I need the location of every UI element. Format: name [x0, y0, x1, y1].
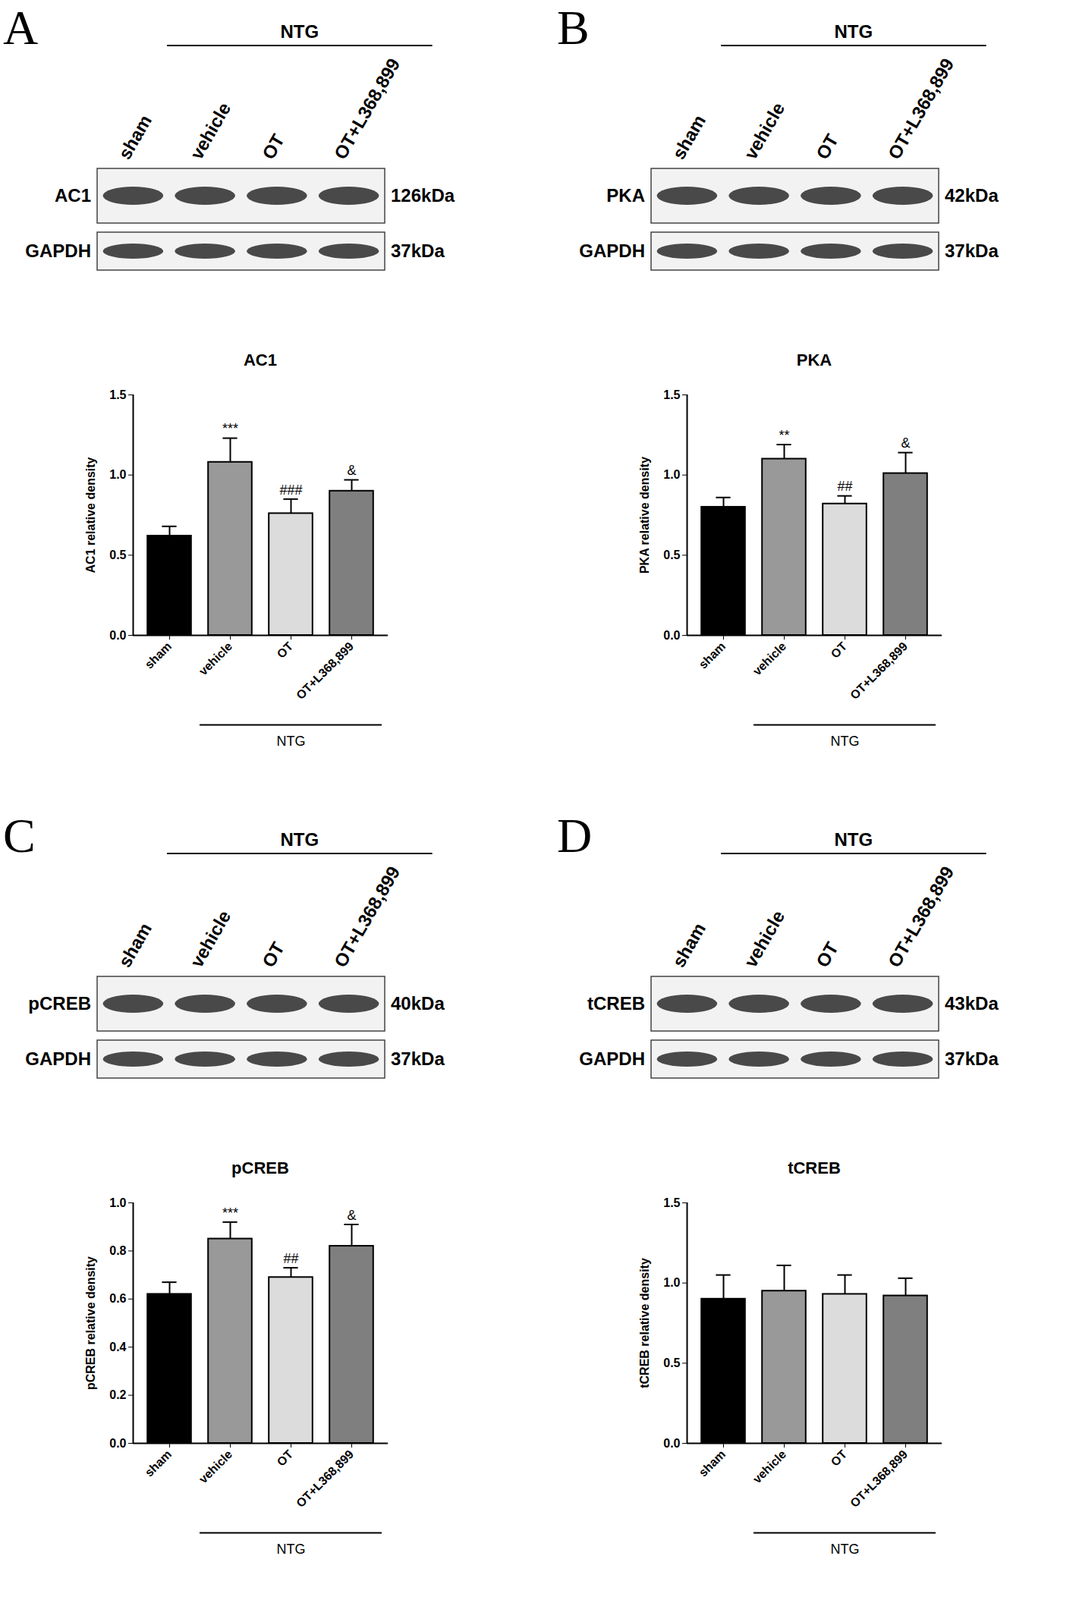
svg-text:0.0: 0.0 — [663, 1437, 680, 1451]
svg-text:tCREB: tCREB — [587, 993, 645, 1014]
svg-text:1.5: 1.5 — [663, 388, 680, 402]
svg-text:vehicle: vehicle — [750, 1447, 789, 1486]
svg-text:1.0: 1.0 — [109, 1196, 126, 1210]
svg-text:0.5: 0.5 — [663, 548, 680, 562]
svg-text:OT+L368,899: OT+L368,899 — [293, 1447, 356, 1511]
svg-text:OT: OT — [257, 938, 289, 972]
svg-text:##: ## — [836, 478, 853, 494]
svg-text:sham: sham — [667, 919, 710, 972]
svg-text:OT: OT — [828, 639, 850, 661]
svg-text:sham: sham — [113, 111, 156, 164]
svg-text:37kDa: 37kDa — [944, 240, 999, 262]
svg-text:OT: OT — [274, 639, 296, 661]
svg-text:sham: sham — [142, 1447, 175, 1480]
svg-text:***: *** — [222, 1205, 239, 1221]
html-text:B: B — [556, 0, 590, 55]
svg-text:NTG: NTG — [276, 1541, 306, 1558]
svg-text:OT: OT — [257, 130, 289, 164]
svg-text:sham: sham — [113, 919, 156, 972]
svg-text:##: ## — [283, 1251, 299, 1267]
svg-text:0.0: 0.0 — [663, 629, 680, 642]
svg-text:sham: sham — [696, 1447, 729, 1480]
html-text:AC1: AC1 — [243, 350, 277, 370]
svg-text:37kDa: 37kDa — [390, 1048, 445, 1070]
svg-text:###: ### — [279, 482, 303, 498]
svg-text:pCREB relative density: pCREB relative density — [84, 1256, 98, 1391]
svg-text:37kDa: 37kDa — [944, 1048, 999, 1070]
svg-text:NTG: NTG — [830, 733, 860, 749]
svg-text:NTG: NTG — [280, 829, 320, 850]
svg-text:***: *** — [222, 421, 239, 437]
svg-text:GAPDH: GAPDH — [25, 240, 92, 262]
svg-text:OT+L368,899: OT+L368,899 — [293, 639, 356, 702]
svg-text:vehicle: vehicle — [185, 907, 235, 972]
svg-text:vehicle: vehicle — [739, 99, 789, 164]
svg-text:126kDa: 126kDa — [390, 185, 456, 206]
svg-text:vehicle: vehicle — [196, 639, 235, 678]
svg-text:vehicle: vehicle — [185, 99, 235, 164]
svg-text:&: & — [346, 462, 356, 479]
svg-text:OT+L368,899: OT+L368,899 — [847, 639, 910, 702]
svg-text:OT+L368,899: OT+L368,899 — [847, 1447, 910, 1511]
svg-text:sham: sham — [667, 111, 710, 164]
svg-text:NTG: NTG — [830, 1541, 860, 1558]
svg-text:GAPDH: GAPDH — [578, 1048, 645, 1070]
svg-text:OT+L368,899: OT+L368,899 — [330, 54, 405, 163]
svg-text:NTG: NTG — [280, 21, 320, 42]
svg-text:0.0: 0.0 — [109, 629, 126, 642]
svg-text:1.5: 1.5 — [663, 1196, 680, 1210]
svg-text:OT+L368,899: OT+L368,899 — [884, 54, 959, 163]
svg-text:tCREB relative density: tCREB relative density — [638, 1258, 652, 1389]
svg-text:&: & — [900, 435, 910, 451]
svg-text:40kDa: 40kDa — [390, 993, 445, 1014]
svg-text:AC1 relative density: AC1 relative density — [84, 456, 98, 573]
svg-text:0.0: 0.0 — [109, 1437, 126, 1451]
svg-text:sham: sham — [142, 639, 175, 672]
svg-text:0.8: 0.8 — [109, 1244, 126, 1258]
svg-text:OT: OT — [274, 1447, 296, 1470]
svg-text:37kDa: 37kDa — [390, 240, 445, 262]
svg-text:**: ** — [778, 427, 790, 444]
svg-text:AC1: AC1 — [54, 185, 92, 206]
svg-text:GAPDH: GAPDH — [25, 1048, 92, 1070]
svg-text:1.0: 1.0 — [663, 1276, 680, 1290]
svg-text:1.0: 1.0 — [109, 468, 126, 482]
html-text:pCREB: pCREB — [231, 1158, 290, 1178]
html-text:PKA: PKA — [796, 350, 832, 370]
svg-text:GAPDH: GAPDH — [578, 240, 645, 262]
svg-text:vehicle: vehicle — [739, 907, 789, 972]
svg-text:OT+L368,899: OT+L368,899 — [330, 862, 405, 971]
svg-text:0.6: 0.6 — [109, 1292, 126, 1306]
svg-text:&: & — [346, 1208, 356, 1224]
svg-text:0.2: 0.2 — [109, 1388, 126, 1402]
svg-text:42kDa: 42kDa — [944, 185, 999, 206]
html-text:A: A — [3, 0, 39, 55]
svg-text:OT: OT — [828, 1447, 850, 1470]
html-text:tCREB: tCREB — [787, 1158, 841, 1178]
svg-text:0.5: 0.5 — [663, 1356, 680, 1370]
svg-text:vehicle: vehicle — [750, 639, 789, 678]
svg-text:PKA relative density: PKA relative density — [638, 456, 652, 574]
svg-text:PKA: PKA — [606, 185, 645, 206]
svg-text:1.5: 1.5 — [109, 388, 126, 402]
svg-text:0.4: 0.4 — [109, 1340, 126, 1354]
svg-text:OT: OT — [811, 938, 843, 972]
svg-text:0.5: 0.5 — [109, 548, 126, 562]
svg-text:NTG: NTG — [834, 829, 874, 850]
svg-text:OT: OT — [811, 130, 843, 164]
svg-text:43kDa: 43kDa — [944, 993, 999, 1014]
svg-text:sham: sham — [696, 639, 729, 672]
svg-text:NTG: NTG — [834, 21, 874, 42]
svg-text:pCREB: pCREB — [28, 993, 92, 1014]
svg-text:vehicle: vehicle — [196, 1447, 235, 1486]
svg-text:NTG: NTG — [276, 733, 306, 749]
svg-text:1.0: 1.0 — [663, 468, 680, 482]
svg-text:OT+L368,899: OT+L368,899 — [884, 862, 959, 971]
html-text:D: D — [556, 808, 593, 863]
html-text:C: C — [3, 808, 36, 863]
